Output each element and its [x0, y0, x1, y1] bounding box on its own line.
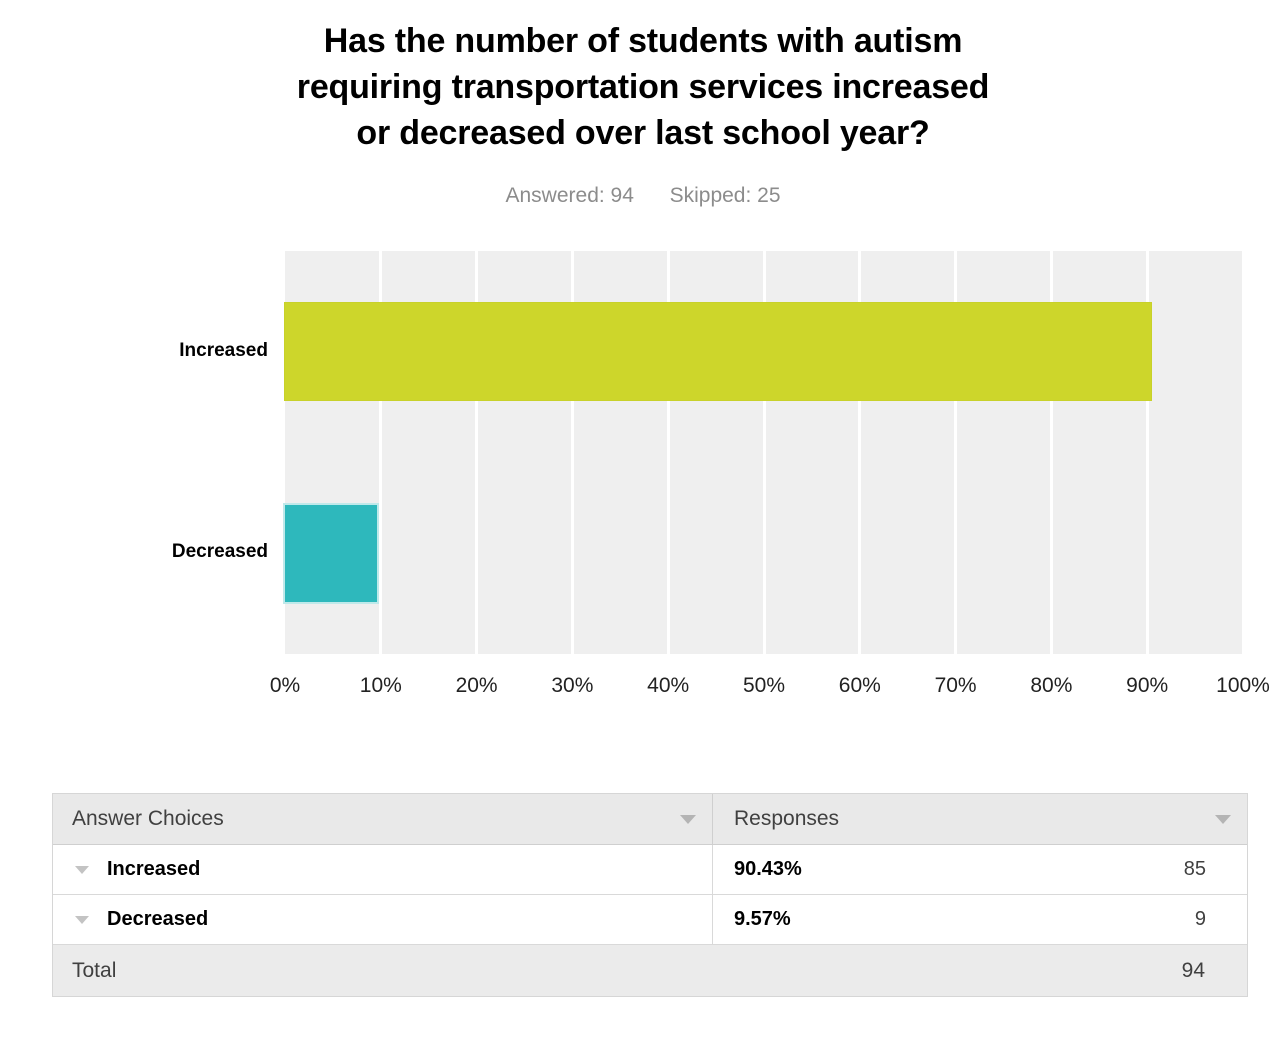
table-row[interactable]: Decreased 9.57% 9 — [53, 895, 1247, 945]
gridline — [1049, 251, 1053, 654]
table-header-row: Answer Choices Responses — [53, 794, 1247, 845]
sort-dropdown-icon[interactable] — [1215, 814, 1231, 824]
x-axis-tick-label: 30% — [551, 674, 594, 697]
column-header-responses-label: Responses — [734, 807, 840, 830]
x-axis-tick-label: 80% — [1030, 674, 1073, 697]
table-row[interactable]: Increased 90.43% 85 — [53, 845, 1247, 895]
response-count: 9 — [1194, 908, 1206, 930]
gridline — [762, 251, 766, 654]
response-count: 85 — [1183, 858, 1206, 880]
gridline — [379, 251, 383, 654]
bar-band — [283, 302, 1243, 402]
column-header-answer-choices-label: Answer Choices — [72, 807, 224, 830]
bar-band — [285, 504, 1243, 602]
x-axis-tick-label: 60% — [838, 674, 881, 697]
gridline — [1145, 251, 1149, 654]
category-label-decreased: Decreased — [171, 541, 268, 563]
column-header-answer-choices[interactable]: Answer Choices — [53, 794, 713, 844]
skipped-count: Skipped: 25 — [669, 184, 781, 207]
x-axis-tick-label: 100% — [1216, 674, 1270, 697]
bar-decreased[interactable] — [285, 504, 377, 602]
x-axis-tick-label: 70% — [934, 674, 977, 697]
category-label-increased: Increased — [179, 339, 268, 361]
gridline — [858, 251, 862, 654]
column-header-responses[interactable]: Responses — [713, 794, 1247, 844]
page-title-line-1: Has the number of students with autism — [323, 22, 963, 60]
gridline — [666, 251, 670, 654]
bar-increased[interactable] — [283, 302, 1153, 402]
table-cell-responses: 9.57% 9 — [713, 895, 1247, 944]
x-axis-tick-label: 0% — [269, 674, 301, 697]
response-stats: Answered: 94 Skipped: 25 — [143, 184, 1143, 208]
responses-table: Answer Choices Responses Increased 90.43… — [52, 793, 1248, 997]
page-title-line-2: requiring transportation services increa… — [296, 68, 990, 106]
x-axis-tick-label: 10% — [359, 674, 402, 697]
sort-dropdown-icon[interactable] — [680, 814, 696, 824]
total-count: 94 — [1181, 958, 1205, 982]
row-expand-icon[interactable] — [75, 865, 89, 874]
response-percent: 9.57% — [734, 908, 791, 930]
x-axis-tick-label: 40% — [647, 674, 690, 697]
table-cell-responses: 90.43% 85 — [713, 845, 1247, 894]
x-axis-tick-label: 20% — [455, 674, 498, 697]
table-total-row: Total 94 — [53, 945, 1247, 997]
gridline — [570, 251, 574, 654]
answered-count: Answered: 94 — [505, 184, 634, 207]
gridline — [954, 251, 958, 654]
x-axis-tick-label: 90% — [1126, 674, 1169, 697]
x-axis-tick-label: 50% — [742, 674, 786, 697]
gridline — [475, 251, 479, 654]
page-title-line-3: or decreased over last school year? — [356, 114, 930, 152]
table-cell-answer-choice: Decreased — [53, 895, 713, 944]
response-percent: 90.43% — [734, 858, 802, 880]
table-cell-answer-choice: Increased — [53, 845, 713, 894]
total-label: Total — [72, 958, 117, 982]
row-expand-icon[interactable] — [75, 915, 89, 924]
page-title: Has the number of students with autism r… — [143, 18, 1143, 156]
gridline — [1241, 251, 1245, 654]
answer-choice-label: Increased — [107, 858, 201, 880]
answer-choice-label: Decreased — [107, 908, 209, 930]
bar-chart-plot-area — [283, 251, 1245, 654]
